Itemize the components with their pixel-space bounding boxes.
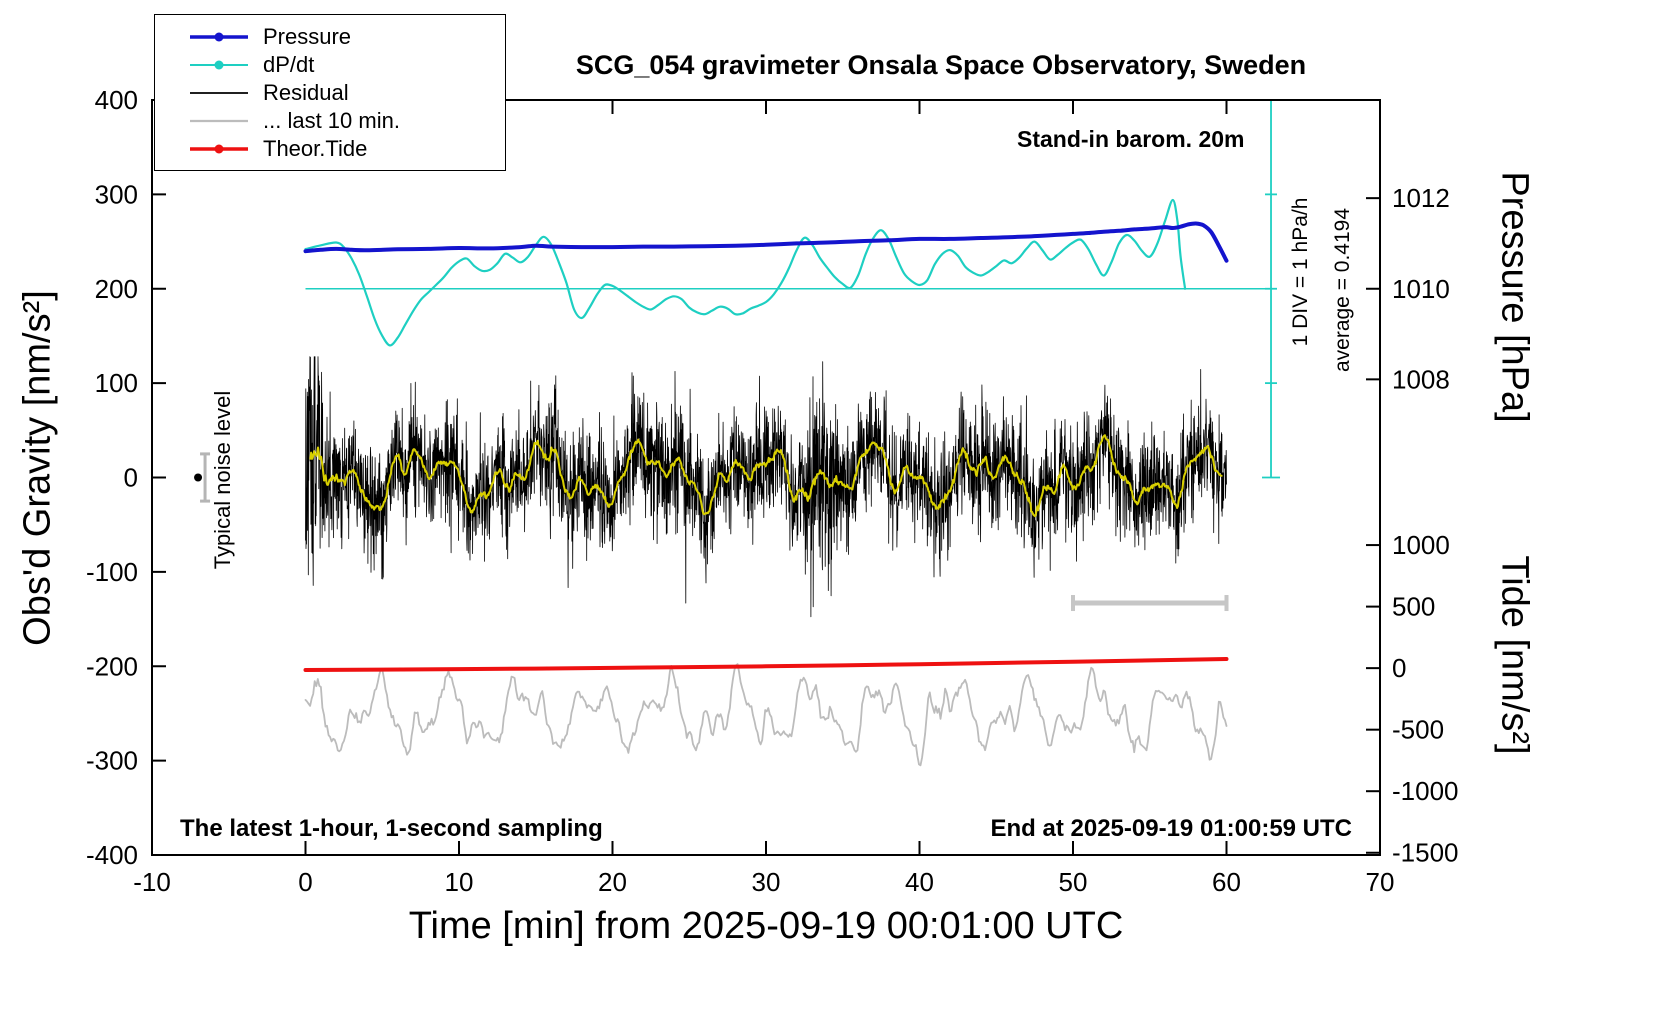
pressure-tick-label: 1012: [1392, 183, 1450, 213]
pressure-tick-label: 1010: [1392, 274, 1450, 304]
legend: Pressure dP/dt Residual ... last 10 min. The…: [154, 14, 506, 171]
legend-sample-tide: [190, 144, 248, 154]
x-tick-label: 30: [752, 867, 781, 897]
gravity-tick-label: -400: [86, 840, 138, 870]
legend-item-dpdt: dP/dt: [155, 51, 505, 79]
x-axis-label: Time [min] from 2025-09-19 00:01:00 UTC: [408, 905, 1124, 947]
gravity-tick-label: 400: [95, 85, 138, 115]
legend-item-tide: Theor.Tide: [155, 135, 505, 163]
residual-smoothed-series: [309, 434, 1223, 518]
tide-tick-label: -1000: [1392, 776, 1459, 806]
average-annotation: average = 0.4194: [1331, 207, 1354, 373]
pressure-series: [303, 221, 1229, 263]
residual-series: [305, 356, 1227, 618]
tide-tick-label: 0: [1392, 653, 1406, 683]
x-tick-label: 60: [1212, 867, 1241, 897]
div-scale-annotation: 1 DIV = 1 hPa/h: [1289, 197, 1312, 347]
legend-sample-pressure: [190, 32, 248, 42]
legend-sample-last10: [190, 119, 248, 123]
noise-level-annotation: Typical noise level: [210, 390, 235, 570]
noise-marker-dot: [194, 473, 203, 482]
pressure-axis-label: Pressure [hPa]: [1493, 171, 1536, 423]
tide-axis-label: Tide [nm/s²]: [1493, 555, 1536, 755]
legend-item-residual: Residual: [155, 79, 505, 107]
legend-marker-dot: [214, 32, 224, 42]
sampling-annotation: The latest 1-hour, 1-second sampling: [180, 815, 603, 842]
legend-label: ... last 10 min.: [263, 108, 400, 133]
x-tick-label: 10: [445, 867, 474, 897]
legend-label: Theor.Tide: [263, 136, 368, 161]
gravity-tick-label: -300: [86, 746, 138, 776]
legend-sample-dpdt: [190, 60, 248, 70]
x-tick-label: 50: [1059, 867, 1088, 897]
legend-item-last10: ... last 10 min.: [155, 107, 505, 135]
tide-tick-label: 1000: [1392, 530, 1450, 560]
legend-item-pressure: Pressure: [155, 23, 505, 51]
x-tick-label: 40: [905, 867, 934, 897]
x-tick-label: 20: [598, 867, 627, 897]
gravity-tick-label: 300: [95, 179, 138, 209]
legend-label: Residual: [263, 80, 349, 105]
legend-label: dP/dt: [263, 52, 315, 77]
tide-tick-label: 500: [1392, 592, 1435, 622]
pressure-tick-label: 1008: [1392, 364, 1450, 394]
barometer-annotation: Stand-in barom. 20m: [1017, 126, 1245, 152]
gravity-tick-label: -100: [86, 557, 138, 587]
legend-label: Pressure: [263, 24, 352, 49]
tide-tick-label: -1500: [1392, 838, 1459, 868]
legend-marker-dot: [214, 60, 224, 70]
x-tick-label: 0: [298, 867, 312, 897]
legend-sample-residual: [190, 92, 248, 94]
legend-marker-dot: [214, 144, 224, 154]
chart-title: SCG_054 gravimeter Onsala Space Observat…: [575, 50, 1307, 80]
theor-tide-series: [303, 657, 1229, 672]
gravity-tick-label: 100: [95, 368, 138, 398]
x-tick-label: 70: [1366, 867, 1395, 897]
gravity-tick-label: -200: [86, 651, 138, 681]
gravity-axis-label: Obs'd Gravity [nm/s²]: [16, 290, 59, 646]
dpdt-series: [304, 198, 1187, 347]
end-time-annotation: End at 2025-09-19 01:00:59 UTC: [990, 815, 1353, 842]
x-tick-label: -10: [133, 867, 171, 897]
last10min-series: [304, 663, 1228, 767]
gravity-tick-label: 200: [95, 274, 138, 304]
gravity-tick-label: 0: [124, 463, 138, 493]
tide-tick-label: -500: [1392, 715, 1444, 745]
